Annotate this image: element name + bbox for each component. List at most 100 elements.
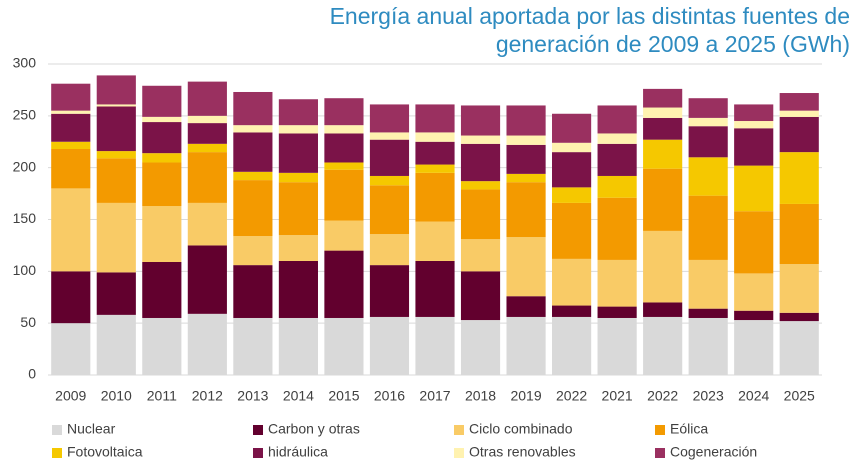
bar-segment <box>688 117 728 127</box>
chart-title: Energía anual aportada por las distintas… <box>329 3 850 57</box>
bar-segment <box>187 202 227 246</box>
x-tick-label: 2022 <box>556 388 587 404</box>
bar-segment <box>369 234 410 266</box>
x-tick-label: 2011 <box>147 388 177 404</box>
bar-segment <box>96 151 136 159</box>
bar-segment <box>142 153 182 163</box>
x-tick-label: 2025 <box>784 388 815 404</box>
bar-segment <box>552 152 592 188</box>
bar-segment <box>460 181 501 190</box>
x-tick-label: 2022 <box>647 388 678 404</box>
bar-segment <box>96 202 136 273</box>
bar-segment <box>278 260 318 318</box>
x-tick-label: 2019 <box>510 388 541 404</box>
bar-segment <box>324 133 364 163</box>
bar-segment <box>552 187 592 203</box>
bar-segment <box>278 182 318 236</box>
bar-segment <box>142 85 182 117</box>
bar-segment <box>460 105 501 136</box>
bar-segment <box>734 104 774 122</box>
bar-segment <box>415 316 455 375</box>
bar-segment <box>415 132 455 142</box>
y-tick-label: 200 <box>13 158 37 174</box>
bar-segment <box>369 185 410 235</box>
legend-label: Otras renovables <box>469 444 576 460</box>
legend-label: Fotovoltaica <box>67 444 143 460</box>
bar-segment <box>597 306 637 318</box>
bar-segment <box>415 164 455 173</box>
bar-segment <box>51 110 91 114</box>
bar-segment <box>51 188 91 272</box>
bar-segment <box>96 104 136 107</box>
bar-segment <box>506 135 546 145</box>
bar-segment <box>324 98 364 126</box>
bar-segment <box>96 272 136 315</box>
bar-segment <box>233 317 273 375</box>
bar-segment <box>552 113 592 143</box>
legend-swatch <box>52 425 62 435</box>
bar-segment <box>415 172 455 222</box>
x-tick-label: 2024 <box>738 388 769 404</box>
bar-segment <box>734 165 774 212</box>
bar-segment <box>51 271 91 324</box>
bar-segment <box>187 143 227 153</box>
bar-segment <box>142 122 182 154</box>
bar-segment <box>597 143 637 176</box>
x-tick-label: 2018 <box>465 388 496 404</box>
bar-segment <box>324 125 364 134</box>
bar-segment <box>415 141 455 165</box>
bar-segment <box>552 305 592 317</box>
bar-segment <box>734 310 774 321</box>
bar-segment <box>734 121 774 129</box>
bar-segment <box>643 168 683 231</box>
bar-segment <box>278 125 318 134</box>
bar-segment <box>779 321 819 375</box>
bar-segment <box>142 162 182 207</box>
x-tick-label: 2010 <box>101 388 132 404</box>
bar-segment <box>597 133 637 144</box>
y-tick-label: 250 <box>13 107 37 123</box>
bar-segment <box>779 93 819 111</box>
x-tick-label: 2017 <box>419 388 450 404</box>
bar-segment <box>278 235 318 261</box>
y-tick-label: 100 <box>13 262 37 278</box>
bar-segment <box>460 135 501 144</box>
x-tick-label: 2023 <box>693 388 724 404</box>
bar-segment <box>643 139 683 169</box>
bar-segment <box>552 202 592 259</box>
bar-segment <box>643 107 683 118</box>
legend-swatch <box>655 425 665 435</box>
bar-segment <box>51 83 91 111</box>
bar-segment <box>552 316 592 375</box>
y-tick-label: 0 <box>28 366 36 382</box>
bar-segment <box>779 312 819 322</box>
x-tick-label: 2015 <box>328 388 359 404</box>
bar-segment <box>324 220 364 251</box>
legend-label: Nuclear <box>67 421 116 437</box>
bar-segment <box>278 317 318 375</box>
bar-segment <box>324 162 364 170</box>
legend-swatch <box>52 448 62 458</box>
bar-segment <box>460 320 501 375</box>
bar-segment <box>233 125 273 133</box>
bar-segment <box>96 314 136 375</box>
bar-segment <box>51 113 91 142</box>
legend-label: Carbon y otras <box>268 421 360 437</box>
bar-segment <box>187 245 227 314</box>
bar-segment <box>51 149 91 189</box>
bar-segment <box>734 320 774 375</box>
bar-segment <box>96 106 136 152</box>
bar-segment <box>597 197 637 260</box>
bar-segment <box>187 81 227 116</box>
bar-segment <box>369 132 410 140</box>
bar-segment <box>734 273 774 311</box>
bar-segment <box>142 116 182 123</box>
bar-segment <box>643 302 683 317</box>
bar-segment <box>233 265 273 318</box>
bar-segment <box>96 158 136 203</box>
bar-segment <box>688 126 728 158</box>
bar-segment <box>506 237 546 297</box>
bar-segment <box>779 203 819 265</box>
bar-segment <box>643 88 683 108</box>
